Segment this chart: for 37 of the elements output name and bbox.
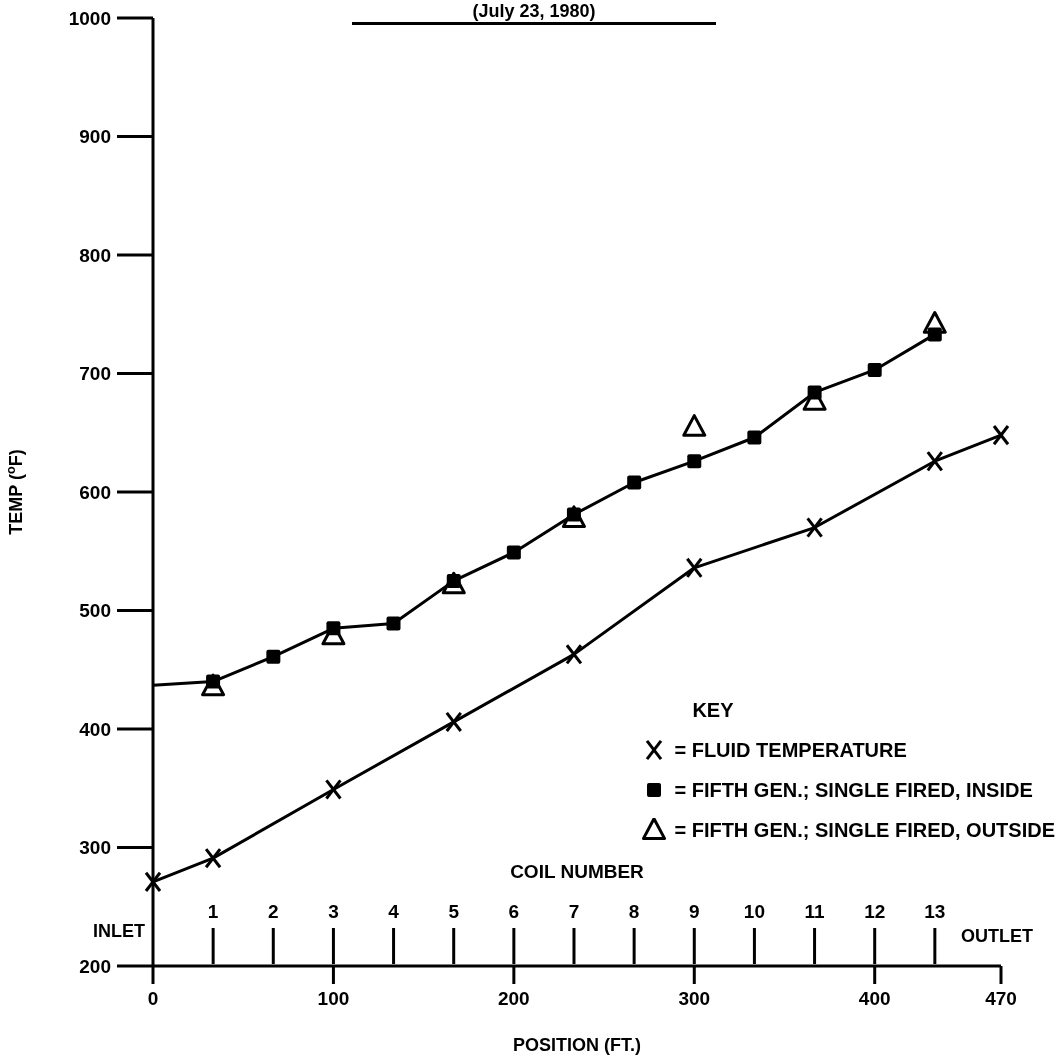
x2-tick-label: 12 (864, 901, 886, 922)
y-tick-label: 500 (79, 600, 111, 622)
x-axis-title: POSITION (FT.) (513, 1035, 641, 1055)
x-tick-label: 200 (498, 988, 530, 1010)
y-tick-label: 800 (79, 244, 111, 266)
x2-tick-label: 10 (743, 901, 765, 922)
legend-title: KEY (692, 699, 735, 722)
y-tick-label: 400 (79, 718, 111, 740)
x2-tick-label: 6 (508, 901, 520, 922)
x2-tick-label: 7 (568, 901, 580, 922)
x2-tick-label: 2 (267, 901, 279, 922)
y-tick-label: 200 (79, 955, 111, 977)
legend-label: = FIFTH GEN.; SINGLE FIRED, OUTSIDE (674, 818, 1055, 842)
chart-title: (July 23, 1980) (471, 0, 597, 22)
x-tick-label: 300 (678, 988, 711, 1010)
x2-tick-label: 8 (628, 901, 640, 922)
x-tick-label: 470 (985, 988, 1017, 1010)
x2-tick-label: 4 (388, 901, 400, 922)
y-tick-label: 300 (79, 837, 111, 859)
x-tick-label: 100 (317, 988, 350, 1010)
y-tick-label: 900 (79, 126, 111, 148)
x2-tick-label: 11 (804, 901, 826, 922)
legend-label: = FLUID TEMPERATURE (674, 738, 907, 762)
x-tick-label: 400 (858, 988, 891, 1010)
x-tick-label: 0 (147, 988, 159, 1010)
legend-label: = FIFTH GEN.; SINGLE FIRED, INSIDE (674, 778, 1033, 802)
x2-tick-label: 1 (207, 901, 219, 922)
x2-axis-title: COIL NUMBER (510, 861, 645, 882)
annotation: OUTLET (961, 926, 1033, 947)
x2-tick-label: 9 (688, 901, 700, 922)
y-tick-label: 600 (79, 481, 111, 503)
text: INLET (93, 921, 145, 942)
x2-tick-label: 3 (328, 901, 339, 922)
y-tick-label: 1000 (68, 7, 111, 29)
y-tick-label: 700 (79, 363, 111, 385)
x2-tick-label: 13 (924, 901, 946, 922)
x2-tick-label: 5 (448, 901, 460, 922)
